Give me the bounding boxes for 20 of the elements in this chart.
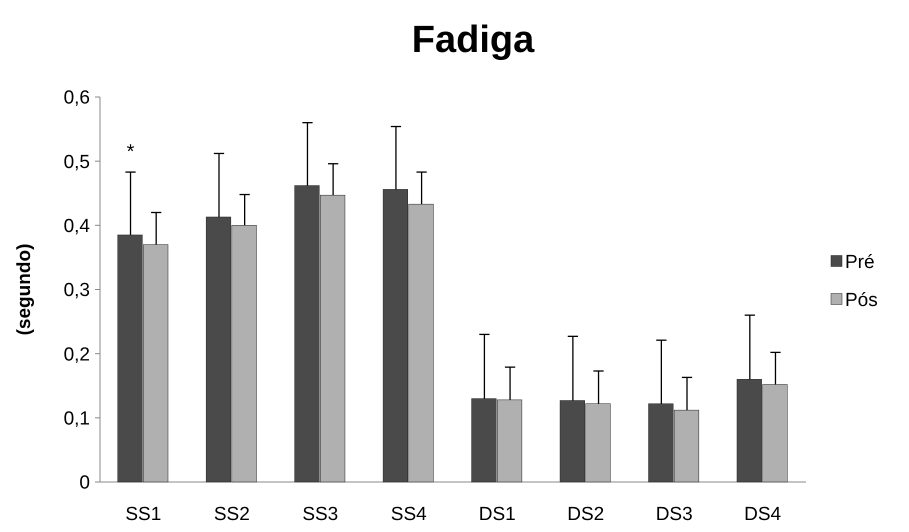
x-tick-label: DS2 — [567, 504, 604, 525]
x-tick-label: SS3 — [302, 504, 338, 525]
y-axis-title: (segundo) — [14, 244, 35, 336]
x-tick-label: SS2 — [214, 504, 250, 525]
legend-label: Pós — [845, 290, 878, 312]
y-tick-label: 0,3 — [64, 280, 90, 302]
y-tick-label: 0,1 — [64, 408, 90, 430]
y-tick-label: 0,6 — [64, 88, 90, 109]
x-tick-label: DS4 — [744, 504, 782, 525]
x-tick-label: DS1 — [478, 504, 516, 525]
y-tick-label: 0,4 — [64, 216, 90, 237]
x-tick-label: SS4 — [390, 504, 428, 525]
x-tick-label: DS3 — [656, 504, 693, 525]
y-tick-label: 0,5 — [64, 152, 90, 173]
annotation: * — [126, 141, 135, 164]
y-tick-label: 0,2 — [64, 344, 90, 366]
y-tick-label: 0 — [79, 472, 90, 494]
legend-label: Pré — [845, 252, 875, 274]
chart-title: Fadiga — [412, 19, 536, 61]
x-tick-label: SS1 — [125, 504, 162, 525]
